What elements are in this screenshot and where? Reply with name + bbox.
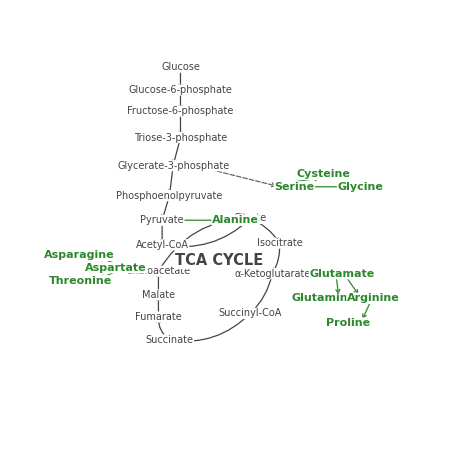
Text: Malate: Malate (142, 290, 175, 300)
Text: Serine: Serine (274, 182, 314, 192)
Text: TCA CYCLE: TCA CYCLE (175, 253, 263, 268)
Text: Glycerate-3-phosphate: Glycerate-3-phosphate (117, 161, 229, 170)
Text: Threonine: Threonine (49, 276, 112, 286)
Text: Acetyl-CoA: Acetyl-CoA (136, 240, 189, 250)
Text: Fructose-6-phosphate: Fructose-6-phosphate (128, 106, 234, 116)
Text: Fumarate: Fumarate (135, 312, 182, 322)
Text: Glutamine: Glutamine (292, 293, 356, 303)
Text: Succinate: Succinate (146, 335, 193, 345)
Text: Glucose: Glucose (161, 62, 200, 72)
Text: Glutamate: Glutamate (310, 269, 375, 279)
Text: Aspartate: Aspartate (85, 263, 147, 273)
Text: Pyruvate: Pyruvate (140, 215, 184, 225)
Text: Citrate: Citrate (234, 213, 267, 223)
Text: Phosphoenolpyruvate: Phosphoenolpyruvate (116, 191, 223, 201)
Text: Arginine: Arginine (347, 293, 400, 303)
Text: α-Ketoglutarate: α-Ketoglutarate (234, 269, 310, 279)
Text: Glycine: Glycine (337, 182, 383, 192)
Text: Oxaloacetate: Oxaloacetate (126, 266, 191, 276)
Text: Succinyl-CoA: Succinyl-CoA (219, 308, 282, 319)
Text: Glucose-6-phosphate: Glucose-6-phosphate (128, 85, 232, 95)
Text: Cysteine: Cysteine (297, 170, 351, 180)
Text: Proline: Proline (326, 318, 370, 328)
Text: Isocitrate: Isocitrate (257, 238, 302, 248)
Text: Asparagine: Asparagine (44, 250, 115, 260)
Text: Triose-3-phosphate: Triose-3-phosphate (134, 133, 227, 143)
Text: Alanine: Alanine (212, 215, 259, 225)
